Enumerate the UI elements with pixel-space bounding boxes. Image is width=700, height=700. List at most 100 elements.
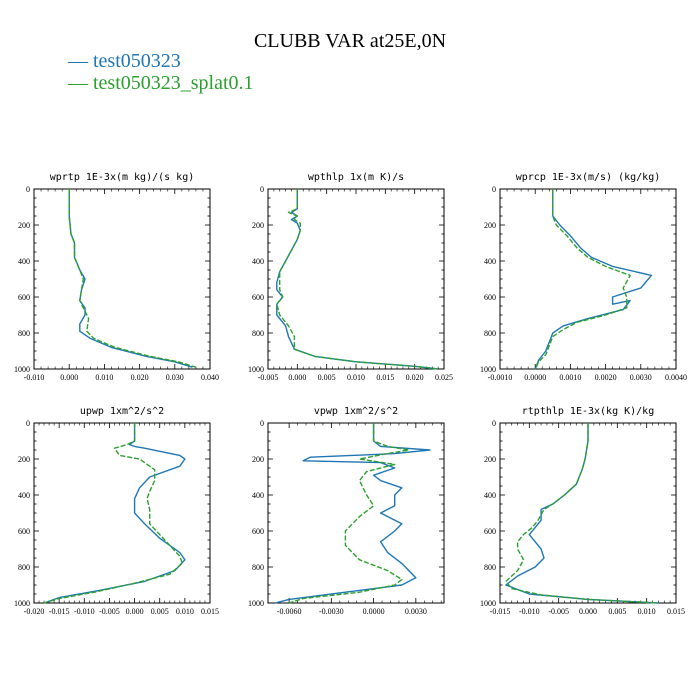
plot-frame [267,422,445,604]
series-line-1 [276,189,439,370]
x-tick-label: 0.015 [667,607,685,616]
y-tick-label: 0 [260,185,264,194]
x-tick-label: 0.0020 [595,373,617,382]
y-tick-label: 600 [484,527,496,536]
subplot-title: wprtp 1E-3x(m kg)/(s kg) [50,172,195,183]
x-tick-label: -0.005 [99,607,120,616]
x-tick-label: 0.0030 [630,373,652,382]
series-line-2 [505,423,659,604]
y-tick-label: 200 [252,221,264,230]
x-tick-label: -0.010 [519,607,540,616]
legend-entry-1: — test050323 [68,50,181,72]
series-line-2 [534,189,631,370]
y-tick-label: 800 [18,563,30,572]
y-tick-label: 1000 [14,599,30,608]
x-tick-label: 0.030 [166,373,184,382]
x-tick-label: 0.0000 [524,373,546,382]
y-tick-label: 600 [252,527,264,536]
x-tick-label: 0.005 [318,373,336,382]
x-tick-label: 0.0000 [363,607,385,616]
x-tick-label: -0.005 [548,607,569,616]
y-tick-label: 800 [252,329,264,338]
y-tick-label: 400 [252,491,264,500]
subplot-5: vpwp 1xm^2/s^2 0 200 400 600 800 1000 -0.0060 -0… [248,406,445,616]
series-line-1 [505,423,659,604]
subplot-6: rtpthlp 1E-3x(kg K)/kg02004006008001000-… [480,406,685,616]
legend-label-1: test050323 [93,50,181,72]
legend-entry-2: — test050323_splat0.1 [68,72,254,94]
figure-title: CLUBB VAR at25E,0N [253,30,447,52]
y-tick-label: 800 [484,329,496,338]
y-tick-label: 800 [18,329,30,338]
subplot-title: wpthlp 1x(m K)/s [308,172,404,183]
x-tick-label: -0.020 [24,607,45,616]
plot-frame [499,188,677,370]
x-tick-label: -0.0030 [319,607,344,616]
x-tick-label: -0.015 [490,607,511,616]
x-tick-label: 0.040 [201,373,219,382]
y-tick-label: 400 [18,257,30,266]
subplot-3: wprcp 1E-3x(m/s) (kg/kg) 0 200 400 600 800 100… [480,172,687,382]
y-tick-label: 600 [252,293,264,302]
series-line-2 [288,423,410,604]
subplot-4: upwp 1xm^2/s^2 0 200 400 600 800 1000-0.020 -0.… [14,406,219,616]
plot-frame [499,422,677,604]
y-tick-label: 200 [484,455,496,464]
x-tick-label: -0.005 [258,373,279,382]
x-tick-label: 0.000 [60,373,78,382]
y-tick-label: 0 [26,419,30,428]
y-tick-label: 1000 [248,599,264,608]
x-tick-label: 0.010 [347,373,365,382]
subplot-title: rtpthlp 1E-3x(kg K)/kg [522,406,654,417]
x-tick-label: 0.015 [201,607,219,616]
y-tick-label: 400 [252,257,264,266]
y-tick-label: 400 [484,257,496,266]
y-tick-label: 0 [260,419,264,428]
series-line-2 [43,423,184,604]
y-tick-label: 600 [18,527,30,536]
plot-frame [33,422,211,604]
x-tick-label: 0.0030 [405,607,427,616]
x-tick-label: -0.015 [49,607,70,616]
y-tick-label: 800 [484,563,496,572]
x-tick-label: 0.010 [95,373,113,382]
y-tick-label: 800 [252,563,264,572]
subplot-2: wpthlp 1x(m K)/s 0 200 400 600 800 1000-0.005 0… [248,172,453,382]
x-tick-label: 0.000 [288,373,306,382]
subplot-1: wprtp 1E-3x(m kg)/(s kg) 0 200 400 600 800 100… [14,172,219,382]
x-tick-label: 0.000 [579,607,597,616]
y-tick-label: 0 [26,185,30,194]
y-tick-label: 400 [484,491,496,500]
x-tick-label: 0.005 [608,607,626,616]
y-tick-label: 1000 [248,365,264,374]
x-tick-label: 0.0040 [665,373,687,382]
x-tick-label: 0.025 [435,373,453,382]
x-tick-label: -0.010 [24,373,45,382]
y-tick-label: 1000 [480,599,496,608]
y-tick-label: 200 [252,455,264,464]
series-line-2 [68,189,197,368]
x-tick-label: 0.0010 [559,373,581,382]
plot-frame [267,188,445,370]
x-tick-label: 0.000 [126,607,144,616]
series-line-2 [276,189,439,370]
legend-label-2: test050323_splat0.1 [93,72,254,94]
x-tick-label: -0.0010 [488,373,513,382]
x-tick-label: 0.020 [131,373,149,382]
series-line-1 [274,423,431,604]
y-tick-label: 400 [18,491,30,500]
y-tick-label: 200 [18,221,30,230]
x-tick-label: -0.010 [74,607,95,616]
x-tick-label: -0.0060 [277,607,302,616]
subplot-title: vpwp 1xm^2/s^2 [314,406,398,417]
subplot-title: upwp 1xm^2/s^2 [80,406,164,417]
y-tick-label: 200 [484,221,496,230]
y-tick-label: 200 [18,455,30,464]
plot-frame [33,188,211,370]
y-tick-label: 0 [492,185,496,194]
y-tick-label: 0 [492,419,496,428]
subplot-title: wprcp 1E-3x(m/s) (kg/kg) [516,172,661,183]
x-tick-label: 0.005 [151,607,169,616]
x-tick-label: 0.015 [376,373,394,382]
